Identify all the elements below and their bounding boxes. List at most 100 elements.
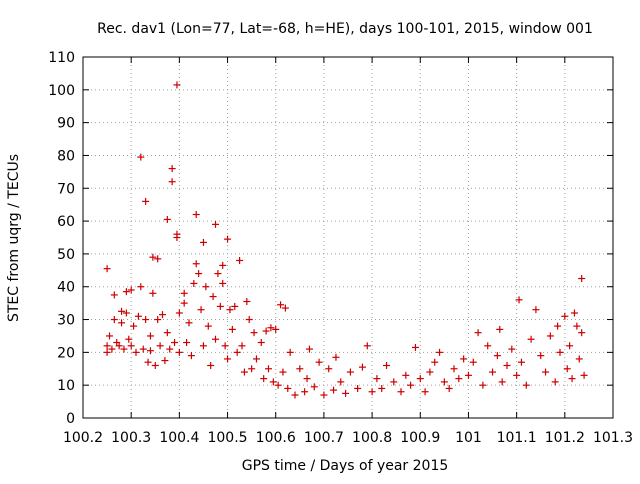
- plot-frame: [82, 56, 614, 419]
- x-tick-label: 100.4: [159, 430, 199, 446]
- data-point-plus: [450, 365, 458, 373]
- data-point-plus: [118, 319, 126, 327]
- data-point-plus: [346, 368, 354, 376]
- y-axis-label: STEC from uqrg / TECUs: [6, 154, 22, 322]
- data-point-plus: [310, 383, 318, 391]
- data-point-plus: [127, 342, 135, 350]
- data-point-plus: [185, 319, 193, 327]
- x-tick-label: 101.2: [545, 430, 585, 446]
- data-point-plus: [373, 375, 381, 383]
- data-point-plus: [173, 81, 181, 89]
- data-point-plus: [199, 342, 207, 350]
- data-point-plus: [163, 329, 171, 337]
- data-point-plus: [168, 178, 176, 186]
- data-point-plus: [171, 339, 179, 347]
- data-point-plus: [325, 365, 333, 373]
- data-point-plus: [566, 342, 574, 350]
- data-point-plus: [272, 325, 280, 333]
- data-point-plus: [236, 256, 244, 264]
- data-point-plus: [515, 296, 523, 304]
- data-point-plus: [436, 348, 444, 356]
- data-point-plus: [161, 357, 169, 365]
- data-point-plus: [151, 361, 159, 369]
- data-point-plus: [108, 345, 116, 353]
- data-point-plus: [187, 352, 195, 360]
- data-point-plus: [209, 293, 217, 301]
- data-point-plus: [243, 297, 251, 305]
- data-point-plus: [110, 291, 118, 299]
- data-point-plus: [103, 342, 111, 350]
- data-point-plus: [118, 307, 126, 315]
- y-tick-label: 70: [57, 181, 75, 197]
- data-point-plus: [301, 388, 309, 396]
- data-point-plus: [204, 322, 212, 330]
- data-point-plus: [260, 375, 268, 383]
- data-point-plus: [226, 306, 234, 314]
- data-point-plus: [228, 325, 236, 333]
- data-point-plus: [315, 358, 323, 366]
- x-tick-label: 100.6: [256, 430, 296, 446]
- data-point-plus: [546, 332, 554, 340]
- data-point-plus: [570, 309, 578, 317]
- data-point-plus: [527, 335, 535, 343]
- data-point-plus: [474, 329, 482, 337]
- data-point-plus: [561, 312, 569, 320]
- x-tick-label: 100.8: [352, 430, 392, 446]
- data-point-plus: [455, 375, 463, 383]
- data-point-plus: [426, 368, 434, 376]
- data-point-plus: [330, 386, 338, 394]
- data-point-plus: [489, 368, 497, 376]
- y-tick-label: 20: [57, 345, 75, 361]
- data-point-plus: [460, 355, 468, 363]
- data-point-plus: [166, 345, 174, 353]
- data-point-plus: [238, 342, 246, 350]
- data-point-plus: [122, 288, 130, 296]
- data-point-plus: [363, 342, 371, 350]
- data-point-plus: [469, 358, 477, 366]
- data-point-plus: [267, 324, 275, 332]
- data-point-plus: [132, 348, 140, 356]
- data-point-plus: [551, 378, 559, 386]
- y-tick-label: 40: [57, 280, 75, 296]
- data-point-plus: [175, 309, 183, 317]
- data-point-plus: [221, 342, 229, 350]
- data-point-plus: [320, 391, 328, 399]
- x-tick-label: 101.3: [593, 430, 633, 446]
- data-point-plus: [390, 378, 398, 386]
- data-point-plus: [281, 304, 289, 312]
- data-point-plus: [332, 353, 340, 361]
- data-point-plus: [149, 253, 157, 261]
- data-point-plus: [139, 345, 147, 353]
- data-point-plus: [508, 345, 516, 353]
- data-point-plus: [156, 342, 164, 350]
- data-point-plus: [575, 355, 583, 363]
- data-point-plus: [137, 283, 145, 291]
- data-point-plus: [122, 309, 130, 317]
- data-point-plus: [163, 215, 171, 223]
- data-point-plus: [397, 388, 405, 396]
- data-point-plus: [212, 220, 219, 228]
- data-points: [103, 81, 588, 399]
- data-point-plus: [416, 375, 424, 383]
- data-point-plus: [149, 289, 157, 297]
- data-point-plus: [358, 363, 366, 371]
- data-point-plus: [303, 375, 311, 383]
- y-tick-label: 90: [57, 116, 75, 132]
- data-point-plus: [274, 381, 282, 389]
- data-point-plus: [183, 339, 191, 347]
- data-point-plus: [173, 234, 181, 241]
- y-tick-label: 30: [57, 313, 75, 329]
- axis-ticks: 0 10 20 30 40 50 60 70 80 90 100 110 100.2 100.3 100.4…: [48, 50, 633, 446]
- x-tick-label: 100.2: [63, 430, 103, 446]
- data-point-plus: [190, 279, 198, 287]
- data-point-plus: [305, 345, 313, 353]
- data-point-plus: [115, 342, 123, 350]
- data-point-plus: [219, 279, 227, 287]
- x-tick-label: 100.3: [111, 430, 151, 446]
- data-point-plus: [219, 261, 227, 269]
- data-point-plus: [383, 361, 391, 369]
- data-point-plus: [503, 361, 511, 369]
- data-point-plus: [464, 371, 472, 379]
- data-point-plus: [493, 352, 501, 360]
- y-tick-label: 100: [48, 83, 75, 99]
